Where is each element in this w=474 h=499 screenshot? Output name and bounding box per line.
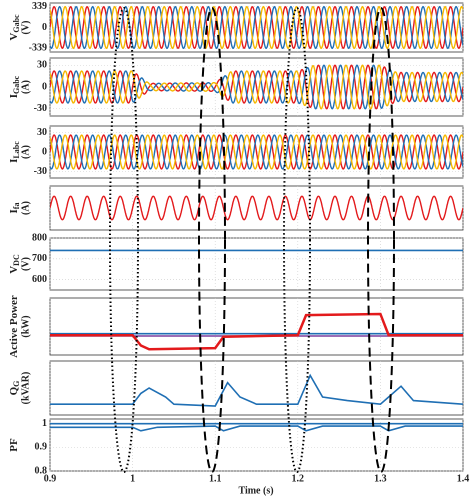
x-tick-label: 1 [130, 473, 135, 484]
panel-frame [49, 360, 464, 416]
line [50, 425, 463, 432]
waveform [50, 64, 463, 110]
y-label-sub: DC [12, 254, 21, 266]
waveform [50, 134, 463, 170]
y-label-sub: Gabc [12, 14, 21, 33]
waveform [50, 195, 463, 221]
y-axis-label: Active Power [8, 295, 20, 358]
y-tick-label: 0 [42, 22, 47, 33]
y-axis-unit: (V) [20, 257, 31, 271]
y-tick-label: 0.9 [35, 442, 48, 453]
y-tick-label: 339 [32, 1, 47, 12]
panel-frame [49, 418, 464, 472]
y-axis-unit: (kVAR) [20, 372, 31, 405]
waveform [50, 64, 463, 110]
y-tick-label: -30 [34, 166, 47, 177]
line [50, 312, 463, 351]
y-label-main: Active Power [8, 295, 20, 358]
y-label-main: V [8, 266, 20, 274]
y-axis-label: Ifa [8, 203, 21, 214]
y-label-main: I [8, 94, 20, 98]
y-axis-unit: (kW) [20, 315, 31, 337]
y-axis-label: ILabc [8, 141, 21, 163]
dashed-ellipse [198, 7, 226, 473]
y-label-sub: G [12, 381, 21, 387]
y-axis-unit: (V) [20, 21, 31, 35]
y-axis-unit: (A) [20, 145, 31, 159]
x-tick-label: 1.2 [292, 473, 305, 484]
y-label-sub: Labc [12, 141, 21, 159]
y-tick-label: 1 [42, 418, 47, 429]
waveform [50, 134, 463, 170]
x-tick-label: 0.9 [44, 473, 57, 484]
y-axis-label: VGabc [8, 14, 21, 41]
dotted-ellipse [283, 7, 311, 473]
waveform [50, 64, 463, 110]
y-tick-label: -30 [34, 103, 47, 114]
y-axis-label: QG [8, 381, 21, 396]
dotted-ellipse [109, 7, 139, 473]
waveform [50, 6, 463, 49]
y-tick-label: 800 [32, 232, 47, 243]
x-tick-label: 1.1 [209, 473, 222, 484]
panel-frame [49, 297, 464, 356]
y-label-sub: fa [12, 203, 21, 210]
x-axis-label: Time (s) [238, 485, 273, 496]
y-label-main: I [8, 159, 20, 163]
y-tick-label: 0 [42, 146, 47, 157]
y-label-main: V [8, 33, 20, 41]
x-tick-label: 1.3 [374, 473, 387, 484]
waveform [50, 5, 463, 50]
panel-frame [49, 237, 464, 291]
y-axis-unit: (A) [20, 201, 31, 215]
y-label-sub: Gabc [12, 75, 21, 94]
y-label-main: Q [8, 386, 20, 395]
y-axis-unit: (A) [20, 80, 31, 94]
dashed-ellipse [367, 7, 395, 473]
waveform [50, 5, 463, 50]
y-label-main: I [8, 209, 20, 213]
y-tick-label: 0 [42, 81, 47, 92]
y-tick-label: 700 [32, 253, 47, 264]
y-axis-label: VDC [8, 254, 21, 274]
y-axis-label: IGabc [8, 75, 21, 98]
y-tick-label: -339 [29, 43, 47, 54]
y-axis-label: PF [8, 438, 20, 452]
y-tick-label: 30 [37, 60, 47, 71]
y-tick-label: 30 [37, 127, 47, 138]
y-tick-label: 600 [32, 274, 47, 285]
line [50, 373, 463, 407]
y-label-main: PF [8, 438, 20, 452]
x-tick-label: 1.4 [457, 473, 470, 484]
y-tick-label: 0.8 [35, 465, 48, 476]
